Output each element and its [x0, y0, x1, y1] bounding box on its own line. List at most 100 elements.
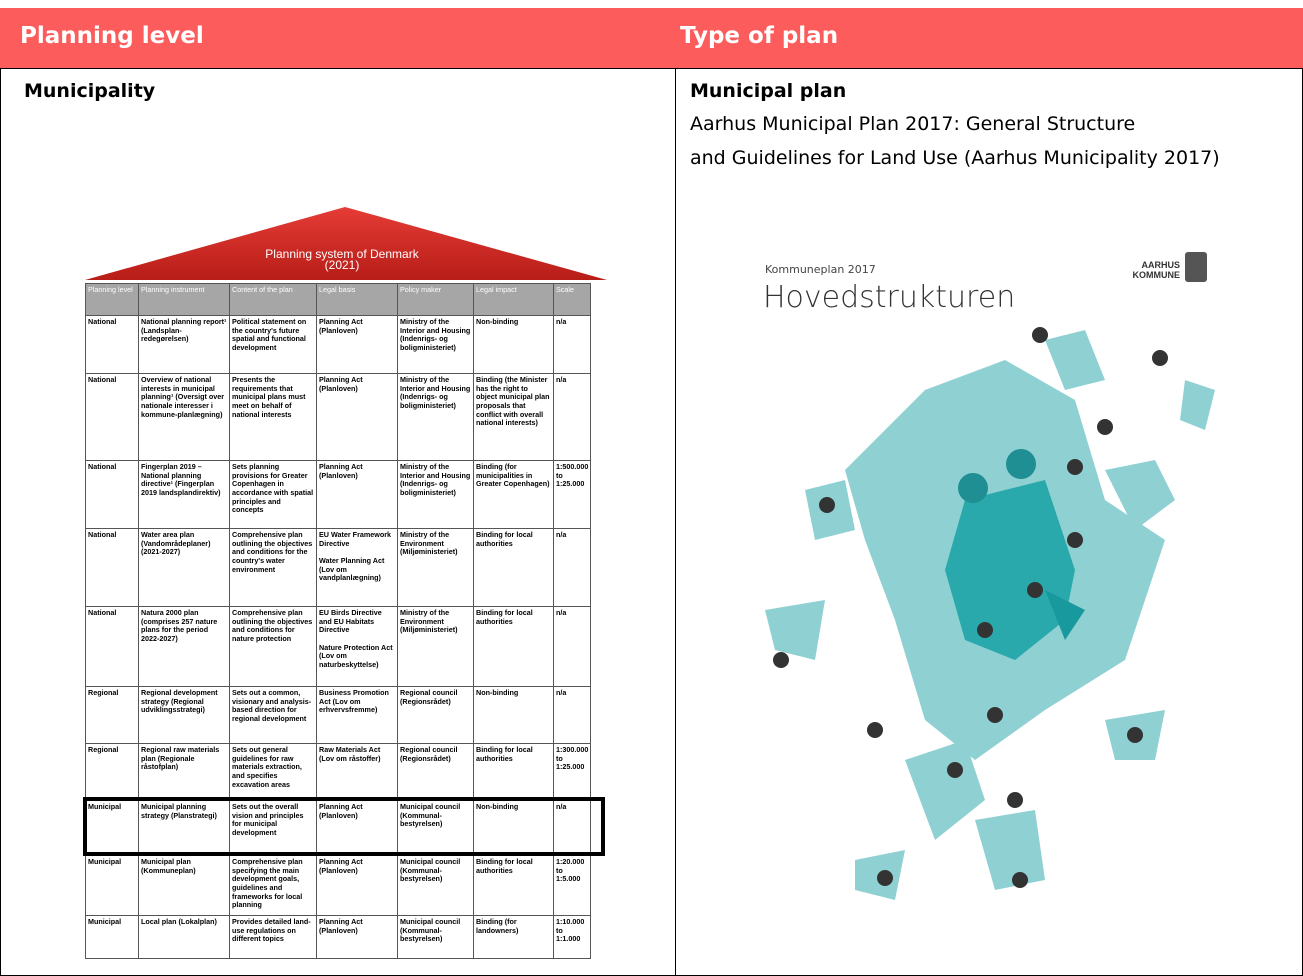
- figure-cell: Planning Act (Planloven): [316, 855, 398, 916]
- figure-cell: 1:10.000 to 1:1.000: [552, 915, 592, 959]
- cover-subtitle: Kommuneplan 2017: [765, 263, 876, 276]
- figure-title: Planning system of Denmark (2021): [265, 247, 419, 272]
- figure-cell: Binding for local authorities: [473, 855, 554, 916]
- figure-cell: Ministry of the Environment (Miljøminist…: [397, 606, 474, 687]
- figure-cell: Ministry of the Environment (Miljøminist…: [397, 528, 474, 607]
- figure-cell: Natura 2000 plan (comprises 257 nature p…: [138, 606, 230, 687]
- figure-cell: Regional council (Regionsrådet): [397, 743, 474, 801]
- figure-cell: EU Water Framework Directive Water Plann…: [316, 528, 398, 607]
- figure-cell: Planning Act (Planloven): [316, 373, 398, 461]
- cover-image: Kommuneplan 2017 Hovedstrukturen AARHUS …: [763, 252, 1215, 900]
- figure-cell: 1:300.000 to 1:25.000: [552, 743, 592, 801]
- figure-cell: National planning report¹ (Landsplan-red…: [138, 315, 230, 374]
- highlight-box: [83, 797, 605, 856]
- column-header: Policy maker: [397, 283, 474, 316]
- figure-cell: Municipal plan (Kommuneplan): [138, 855, 230, 916]
- column-header: Planning instrument: [138, 283, 230, 316]
- figure-row: National Water area plan (Vandområdeplane…: [85, 528, 592, 607]
- figure-cell: National: [85, 528, 139, 607]
- column-header: Legal basis: [316, 283, 398, 316]
- figure-cell: National: [85, 606, 139, 687]
- header-cell: Type of plan: [680, 23, 839, 49]
- figure-cell: Planning Act (Planloven): [316, 915, 398, 959]
- figure-cell: Sets out the overall vision and principl…: [229, 800, 317, 856]
- figure-cell: Non-binding: [473, 686, 554, 744]
- figure-cell: National: [85, 315, 139, 374]
- roof: Planning system of Denmark (2021): [85, 207, 607, 280]
- figure-cell: Political statement on the country's fut…: [229, 315, 317, 374]
- figure-cell: Raw Materials Act (Lov om råstoffer): [316, 743, 398, 801]
- figure-row: National Natura 2000 plan (comprises 257 …: [85, 606, 592, 687]
- figure-cell: Regional: [85, 743, 139, 801]
- figure-row: Regional Regional raw materials plan (Reg…: [85, 743, 592, 801]
- figure-cell: Binding (the Minister has the right to o…: [473, 373, 554, 461]
- figure-row: Municipal Municipal planning strategy (Pl…: [85, 800, 592, 856]
- figure-cell: Non-binding: [473, 315, 554, 374]
- figure-row: National Overview of national interests i…: [85, 373, 592, 461]
- figure-row: Municipal Municipal plan (Kommuneplan) Com…: [85, 855, 592, 916]
- figure-cell: Water area plan (Vandområdeplaner) (2021…: [138, 528, 230, 607]
- figure-cell: Planning Act (Planloven): [316, 315, 398, 374]
- figure-cell: 1:20.000 to 1:5.000: [552, 855, 592, 916]
- figure-cell: Sets out a common, visionary and analysi…: [229, 686, 317, 744]
- figure-cell: Binding (for municipalities in Greater C…: [473, 460, 554, 529]
- figure-cell: Ministry of the Interior and Housing (In…: [397, 460, 474, 529]
- map-dots: [773, 327, 1168, 888]
- figure-cell: Comprehensive plan specifying the main d…: [229, 855, 317, 916]
- figure-cell: Binding for local authorities: [473, 743, 554, 801]
- figure-cell: National: [85, 373, 139, 461]
- map-core: [945, 480, 1075, 660]
- figure-cell: Comprehensive plan outlining the objecti…: [229, 528, 317, 607]
- column-header: Legal impact: [473, 283, 554, 316]
- figure-cell: Ministry of the Interior and Housing (In…: [397, 373, 474, 461]
- figure-cell: Comprehensive plan outlining the objecti…: [229, 606, 317, 687]
- figure-cell: Fingerplan 2019 – National planning dire…: [138, 460, 230, 529]
- figure-cell: Regional raw materials plan (Regionale r…: [138, 743, 230, 801]
- figure-cell: Binding for local authorities: [473, 528, 554, 607]
- column-header: Planning level: [85, 283, 139, 316]
- cell-title: Municipal plan: [690, 80, 847, 102]
- figure-cell: n/a: [552, 606, 592, 687]
- figure-cell: n/a: [552, 315, 592, 374]
- figure-cell: Regional: [85, 686, 139, 744]
- figure-cell: Sets planning provisions for Greater Cop…: [229, 460, 317, 529]
- figure-cell: Regional development strategy (Regional …: [138, 686, 230, 744]
- figure-row: Municipal Local plan (Lokalplan) Provides …: [85, 915, 592, 959]
- figure-cell: Municipal council (Kommunal-bestyrelsen): [397, 855, 474, 916]
- header-bar: Planning level Type of plan: [0, 8, 1303, 68]
- figure-cell: Business Promotion Act (Lov om erhvervsf…: [316, 686, 398, 744]
- figure-cell: Municipal council (Kommunal-bestyrelsen): [397, 800, 474, 856]
- figure-cell: Overview of national interests in munici…: [138, 373, 230, 461]
- figure-cell: EU Birds Directive and EU Habitats Direc…: [316, 606, 398, 687]
- figure-cell: n/a: [552, 800, 592, 856]
- figure-cell: Municipal council (Kommunal-bestyrelsen): [397, 915, 474, 959]
- figure-cell: Binding (for landowners): [473, 915, 554, 959]
- figure-cell: n/a: [552, 686, 592, 744]
- figure-row: Regional Regional development strategy (R…: [85, 686, 592, 744]
- figure-cell: n/a: [552, 528, 592, 607]
- map-core: [1045, 590, 1085, 640]
- figure-cell: Ministry of the Interior and Housing (In…: [397, 315, 474, 374]
- figure-cell: 1:500.000 to 1:25.000: [552, 460, 592, 529]
- figure-cell: Non-binding: [473, 800, 554, 856]
- figure-cell: n/a: [552, 373, 592, 461]
- roof-shape: [85, 207, 607, 280]
- map-circle: [958, 473, 988, 503]
- figure-table: Planning level Planning instrument Content…: [85, 283, 592, 959]
- column-divider: [675, 68, 676, 976]
- figure-cell: Provides detailed land-use regulations o…: [229, 915, 317, 959]
- figure-cell: Municipal: [85, 800, 139, 856]
- cover-title: Hovedstrukturen: [763, 280, 1015, 315]
- figure-cell: Binding for local authorities: [473, 606, 554, 687]
- figure-cell: National: [85, 460, 139, 529]
- figure-cell: Local plan (Lokalplan): [138, 915, 230, 959]
- figure-cell: Municipal: [85, 915, 139, 959]
- figure-cell: Sets out general guidelines for raw mate…: [229, 743, 317, 801]
- figure-cell: Regional council (Regionsrådet): [397, 686, 474, 744]
- caption-line: and Guidelines for Land Use (Aarhus Muni…: [690, 147, 1220, 169]
- logo-text: KOMMUNE: [1133, 270, 1181, 280]
- column-header: Scale: [552, 283, 592, 316]
- column-header: Content of the plan: [229, 283, 317, 316]
- cell-title: Municipality: [24, 80, 156, 102]
